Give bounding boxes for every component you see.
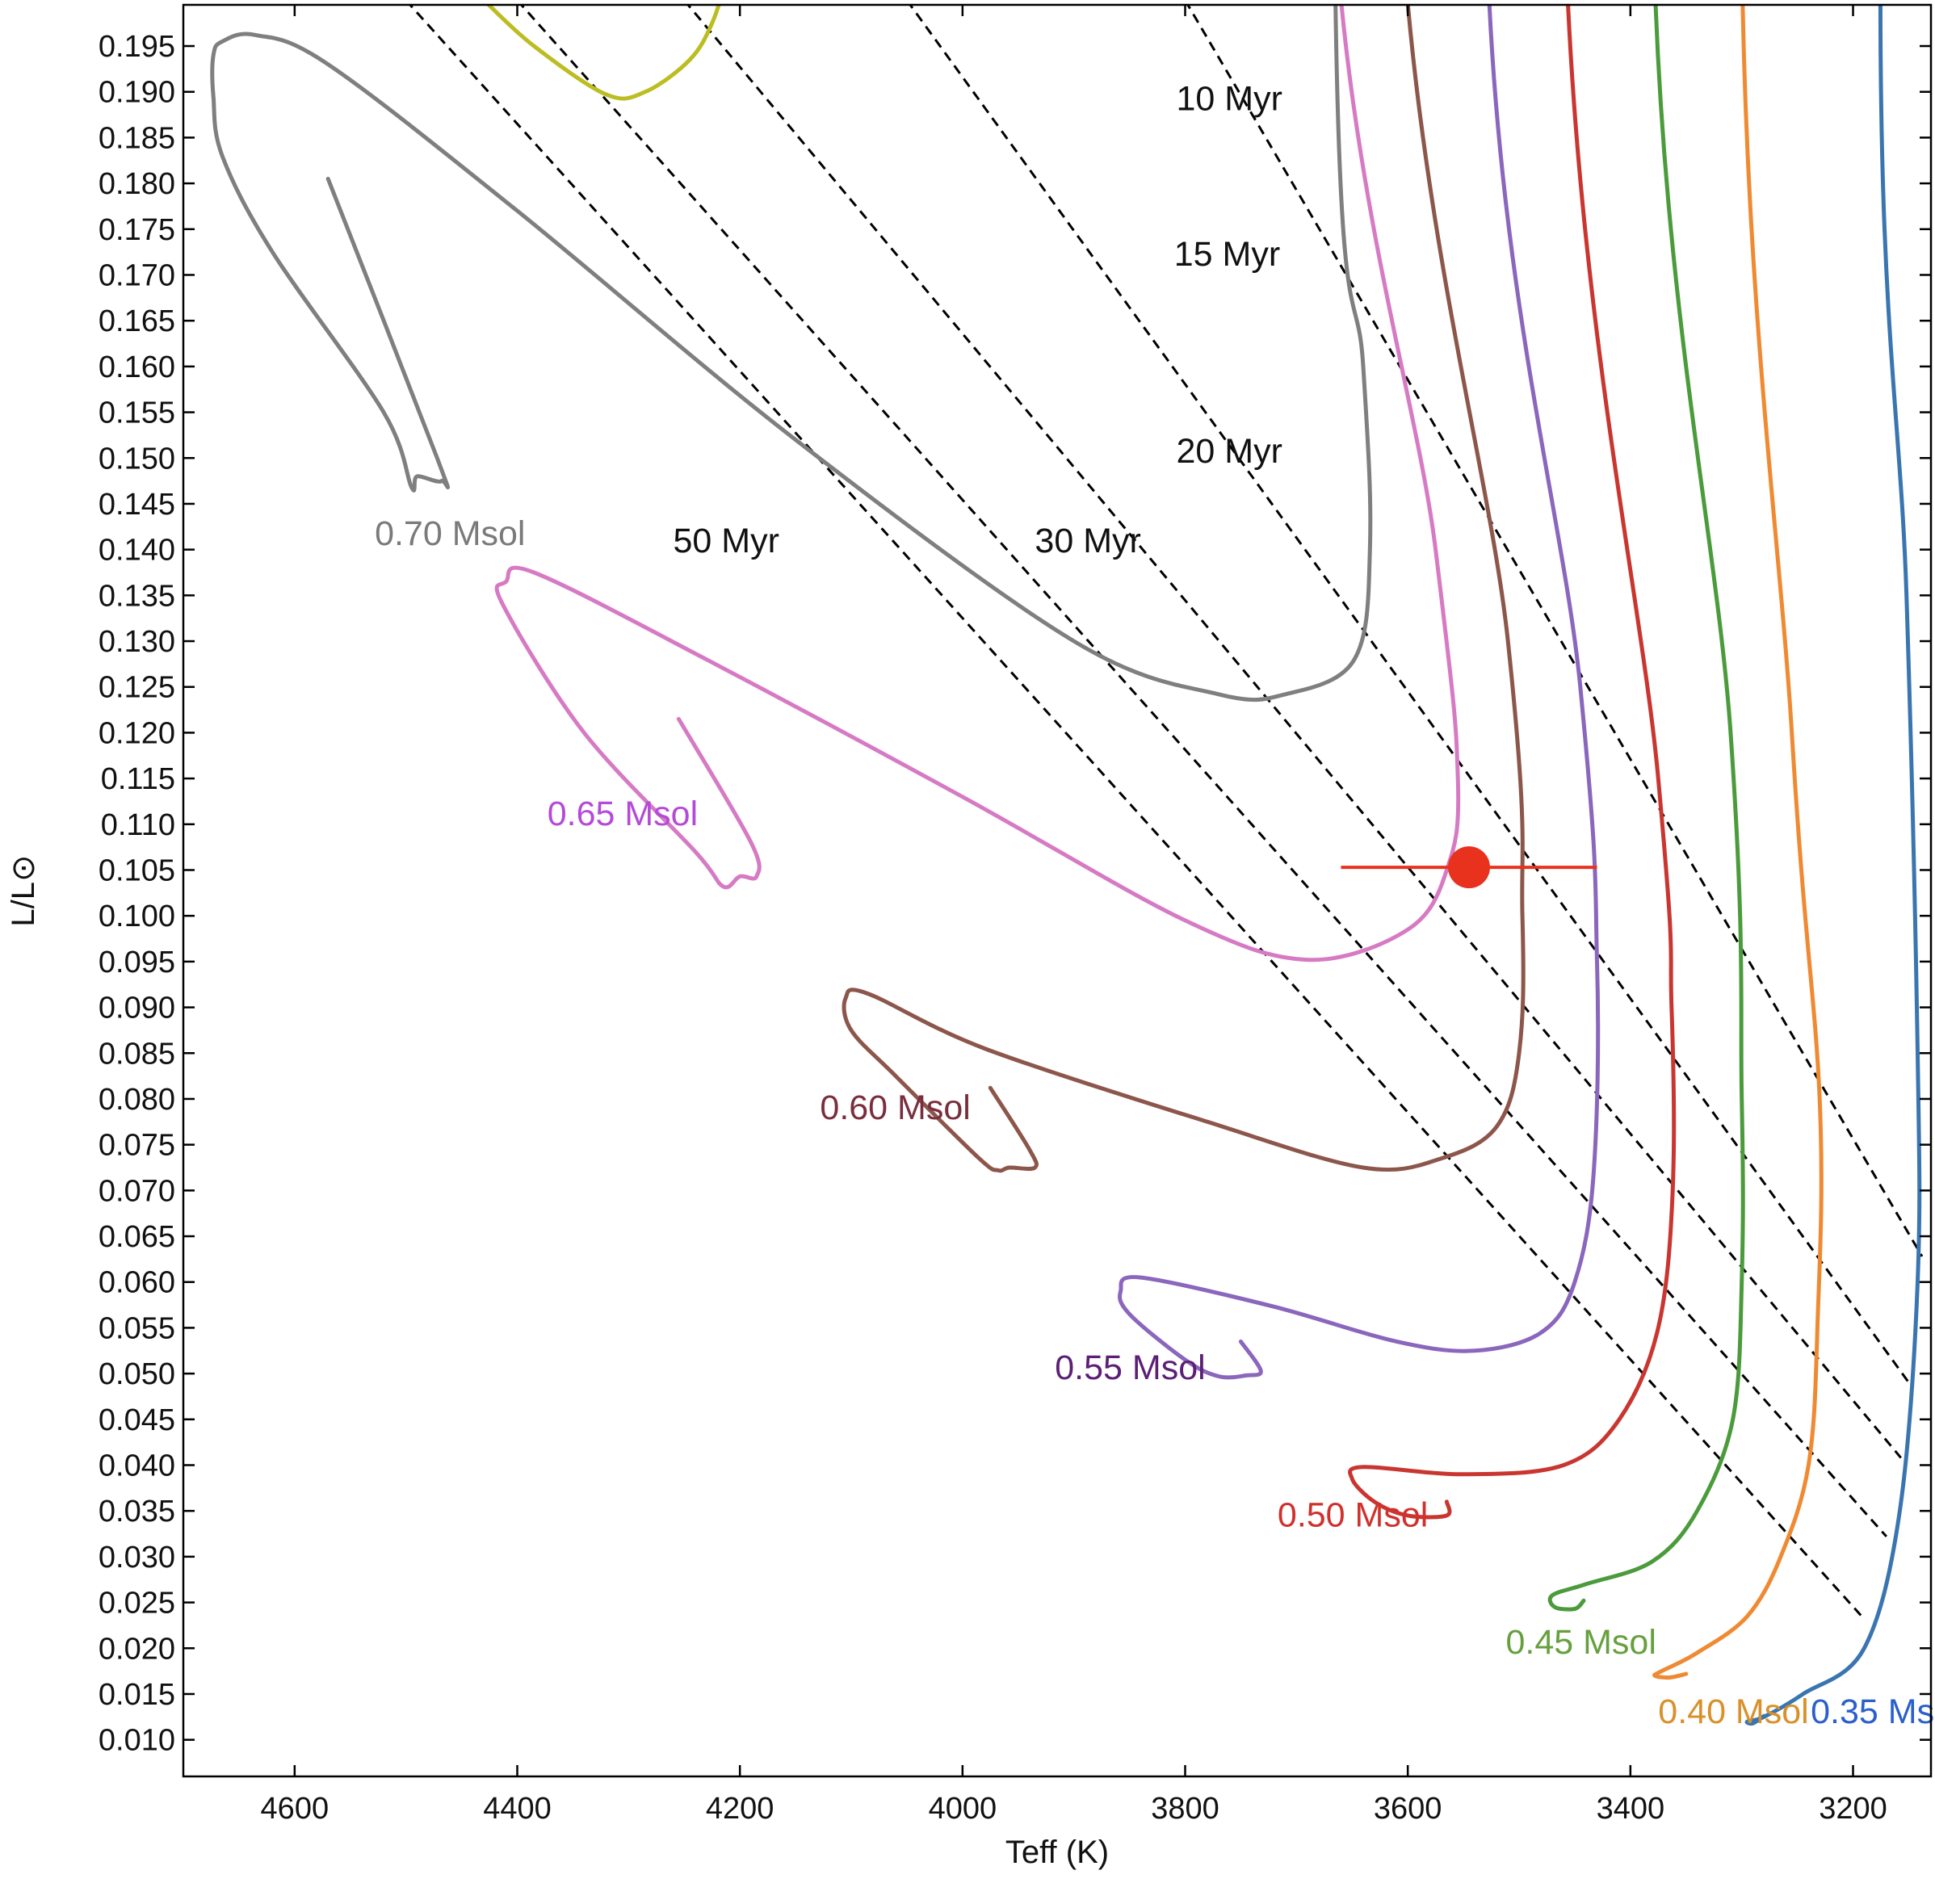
isochrone-50-myr: [408, 5, 1862, 1617]
datapoint-marker: [1447, 846, 1490, 889]
y-tick-label: 0.040: [99, 1449, 175, 1483]
isochrone-label: 15 Myr: [1174, 235, 1280, 274]
track-label: 0.65 Msol: [548, 795, 698, 833]
y-tick-label: 0.080: [99, 1083, 175, 1117]
x-axis-title: Teff (K): [1005, 1835, 1109, 1870]
track-0.70-msol: [210, 5, 1373, 702]
track-0.50-msol: [1348, 5, 1677, 1520]
y-tick-label: 0.170: [99, 258, 175, 292]
isochrone-label: 10 Myr: [1176, 79, 1282, 118]
y-tick-label: 0.155: [99, 396, 175, 430]
track-yellow-track: [485, 5, 721, 101]
y-tick-label: 0.145: [99, 488, 175, 522]
x-tick-label: 3200: [1819, 1792, 1887, 1826]
y-tick-label: 0.055: [99, 1311, 175, 1345]
y-tick-label: 0.140: [99, 534, 175, 568]
y-tick-label: 0.050: [99, 1357, 175, 1391]
y-tick-label: 0.030: [99, 1541, 175, 1575]
isochrone-20-myr: [686, 5, 1902, 1459]
track-label: 0.35 Msol: [1811, 1692, 1935, 1731]
plot-area: [210, 5, 1924, 1726]
y-tick-label: 0.105: [99, 853, 175, 887]
x-tick-label: 4200: [706, 1792, 774, 1826]
y-axis-title: L/L⊙: [6, 854, 41, 926]
isochrone-10-myr: [1186, 5, 1924, 1257]
track-0.45-msol: [1547, 5, 1745, 1612]
y-tick-label: 0.135: [99, 579, 175, 613]
x-tick-label: 3600: [1374, 1792, 1442, 1826]
y-tick-label: 0.190: [99, 76, 175, 110]
track-label: 0.55 Msol: [1055, 1348, 1205, 1387]
y-tick-label: 0.175: [99, 213, 175, 247]
isochrone-label: 20 Myr: [1176, 432, 1282, 471]
x-tick-label: 3800: [1151, 1792, 1219, 1826]
track-label: 0.70 Msol: [375, 514, 525, 553]
y-tick-label: 0.090: [99, 992, 175, 1025]
x-tick-label: 4000: [929, 1792, 997, 1826]
y-tick-label: 0.015: [99, 1678, 175, 1712]
y-tick-label: 0.035: [99, 1495, 175, 1529]
y-tick-label: 0.185: [99, 121, 175, 155]
y-tick-label: 0.115: [101, 762, 175, 796]
track-label: 0.60 Msol: [820, 1088, 970, 1127]
y-tick-label: 0.110: [101, 808, 175, 842]
track-label: 0.50 Msol: [1278, 1495, 1428, 1534]
y-tick-label: 0.160: [99, 350, 175, 384]
y-tick-label: 0.130: [99, 625, 175, 659]
y-tick-label: 0.180: [99, 167, 175, 201]
y-tick-label: 0.150: [99, 442, 175, 476]
y-tick-label: 0.075: [99, 1129, 175, 1163]
x-tick-label: 4400: [483, 1792, 552, 1826]
y-tick-label: 0.060: [99, 1266, 175, 1300]
track-0.55-msol: [1117, 5, 1601, 1380]
isochrone-label: 30 Myr: [1035, 522, 1140, 560]
y-tick-label: 0.100: [99, 900, 175, 933]
track-0.60-msol: [842, 5, 1526, 1173]
y-tick-label: 0.120: [99, 716, 175, 750]
y-tick-label: 0.085: [99, 1037, 175, 1071]
track-0.35-msol: [1744, 5, 1922, 1726]
plot-frame: [182, 3, 1933, 1778]
isochrone-label: 50 Myr: [673, 522, 779, 560]
y-tick-label: 0.020: [99, 1632, 175, 1666]
isochrone-30-myr: [519, 5, 1887, 1537]
y-tick-label: 0.045: [99, 1403, 175, 1437]
axes: 4600 4400 4200 4000 3800 3600 3400 3200 0.010 0.0…: [99, 5, 1931, 1826]
y-tick-label: 0.095: [99, 946, 175, 979]
y-tick-label: 0.165: [99, 304, 175, 338]
x-tick-label: 4600: [261, 1792, 329, 1826]
y-tick-label: 0.195: [99, 30, 175, 64]
y-tick-label: 0.025: [99, 1587, 175, 1621]
y-tick-label: 0.010: [99, 1724, 175, 1758]
y-tick-label: 0.125: [99, 671, 175, 705]
track-0.65-msol: [494, 5, 1461, 962]
y-tick-label: 0.065: [99, 1220, 175, 1254]
track-label: 0.45 Msol: [1505, 1623, 1656, 1662]
x-tick-label: 3400: [1597, 1792, 1665, 1826]
y-tick-label: 0.070: [99, 1174, 175, 1208]
track-label: 0.40 Msol: [1658, 1692, 1808, 1731]
track-0.40-msol: [1652, 5, 1824, 1680]
